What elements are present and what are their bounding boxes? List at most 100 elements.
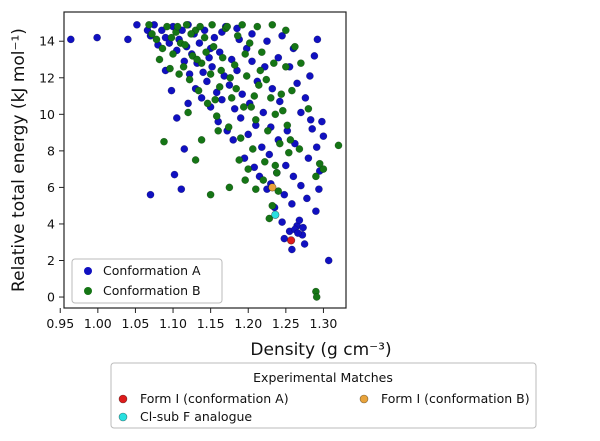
data-point-conformation-b	[145, 20, 153, 29]
data-point-conformation-a	[280, 190, 289, 199]
data-point-conformation-a	[259, 108, 268, 117]
data-point-conformation-b	[245, 39, 254, 47]
data-point-conformation-a	[295, 216, 304, 225]
x-tick-label: 1.30	[310, 316, 338, 331]
data-point-conformation-b	[225, 183, 234, 192]
data-point-conformation-b	[312, 293, 321, 301]
legend-experimental-box	[110, 362, 537, 429]
data-point-conformation-a	[172, 114, 181, 122]
data-point-conformation-a	[299, 223, 307, 232]
legend-marker-form-i-a	[118, 394, 128, 404]
data-point-conformation-a	[66, 35, 75, 44]
data-point-conformation-b	[278, 106, 287, 115]
legend-experimental-title: Experimental Matches	[253, 370, 393, 385]
data-point-conformation-a	[208, 62, 216, 71]
data-point-conformation-b	[244, 165, 253, 173]
data-point-conformation-b	[208, 20, 216, 29]
y-tick-label: 2	[47, 253, 55, 268]
data-point-conformation-b	[185, 75, 194, 84]
data-point-conformation-a	[303, 194, 311, 203]
data-point-conformation-a	[203, 77, 211, 86]
data-point-conformation-a	[263, 37, 271, 46]
y-tick-label: 8	[47, 143, 55, 158]
data-point-conformation-b	[262, 75, 271, 84]
data-point-conformation-a	[274, 53, 283, 62]
data-point-conformation-b	[215, 83, 224, 91]
points-layer	[66, 20, 343, 301]
data-point-conformation-b	[212, 112, 221, 120]
data-point-conformation-b	[175, 70, 183, 78]
data-point-conformation-b	[148, 30, 156, 38]
data-point-conformation-b	[263, 126, 272, 135]
data-point-conformation-b	[269, 59, 278, 68]
data-point-conformation-a	[133, 20, 141, 29]
data-point-conformation-a	[278, 218, 286, 226]
data-point-conformation-a	[180, 145, 189, 153]
y-axis-label: Relative total energy (kJ mol⁻¹)	[9, 28, 29, 292]
data-point-conformation-b	[193, 55, 201, 64]
data-point-conformation-b	[271, 161, 280, 170]
data-point-conformation-b	[218, 53, 227, 62]
data-point-conformation-b	[256, 66, 265, 75]
data-point-conformation-b	[268, 201, 277, 210]
y-ticks: 0 2 4 6 8 10 12 14	[39, 34, 64, 305]
legend-main: Conformation A Conformation B	[71, 258, 223, 304]
data-point-conformation-b	[166, 64, 174, 73]
x-tick-label: 1.05	[122, 316, 150, 331]
data-point-conformation-a	[248, 30, 256, 38]
y-tick-label: 14	[39, 34, 55, 49]
data-point-conformation-b	[265, 214, 274, 223]
data-point-conformation-a	[210, 33, 219, 42]
data-point-conformation-b	[257, 48, 266, 57]
data-point-conformation-b	[184, 108, 192, 117]
data-point-conformation-a	[233, 24, 241, 33]
x-axis-label: Density (g cm⁻³)	[250, 340, 391, 360]
data-point-conformation-b	[284, 148, 293, 157]
data-point-conformation-b	[248, 145, 257, 153]
data-point-conformation-b	[167, 33, 176, 42]
x-tick-label: 1.15	[197, 316, 225, 331]
data-point-conformation-a	[184, 99, 192, 108]
experimental-point-0	[287, 236, 296, 245]
data-point-conformation-a	[218, 95, 226, 104]
data-point-conformation-b	[155, 55, 164, 64]
data-point-conformation-b	[236, 134, 245, 142]
data-point-conformation-a	[248, 57, 256, 66]
data-point-conformation-b	[238, 20, 247, 29]
data-point-conformation-b	[230, 61, 239, 69]
data-point-conformation-b	[260, 157, 269, 166]
data-point-conformation-b	[179, 62, 188, 71]
data-point-conformation-b	[196, 22, 204, 31]
x-tick-label: 0.95	[46, 316, 74, 331]
data-point-conformation-b	[233, 31, 242, 40]
data-point-conformation-a	[199, 68, 207, 77]
data-point-conformation-a	[157, 26, 166, 35]
data-point-conformation-b	[312, 172, 320, 181]
data-point-conformation-a	[146, 190, 155, 199]
data-point-conformation-b	[281, 62, 290, 71]
data-point-conformation-b	[197, 136, 206, 144]
data-point-conformation-b	[247, 103, 256, 111]
data-point-conformation-b	[259, 176, 268, 184]
data-point-conformation-b	[226, 73, 235, 82]
data-point-conformation-a	[315, 185, 323, 194]
legend-label-form-i-a: Form I (conformation A)	[140, 391, 289, 406]
data-point-conformation-a	[310, 52, 319, 60]
data-point-conformation-b	[254, 81, 263, 89]
data-point-conformation-b	[202, 48, 210, 57]
data-point-conformation-a	[225, 81, 234, 89]
x-tick-label: 1.00	[84, 316, 112, 331]
data-point-conformation-a	[280, 234, 289, 243]
experimental-point-1	[268, 183, 277, 192]
data-point-conformation-b	[334, 141, 343, 150]
data-point-conformation-b	[187, 30, 195, 38]
y-tick-label: 12	[39, 70, 55, 85]
data-point-conformation-b	[277, 90, 286, 99]
data-point-conformation-b	[241, 50, 250, 58]
data-point-conformation-a	[324, 256, 333, 265]
data-point-conformation-b	[235, 156, 244, 164]
y-tick-label: 6	[47, 180, 55, 195]
data-point-conformation-b	[163, 22, 171, 31]
x-tick-label: 1.10	[159, 316, 187, 331]
